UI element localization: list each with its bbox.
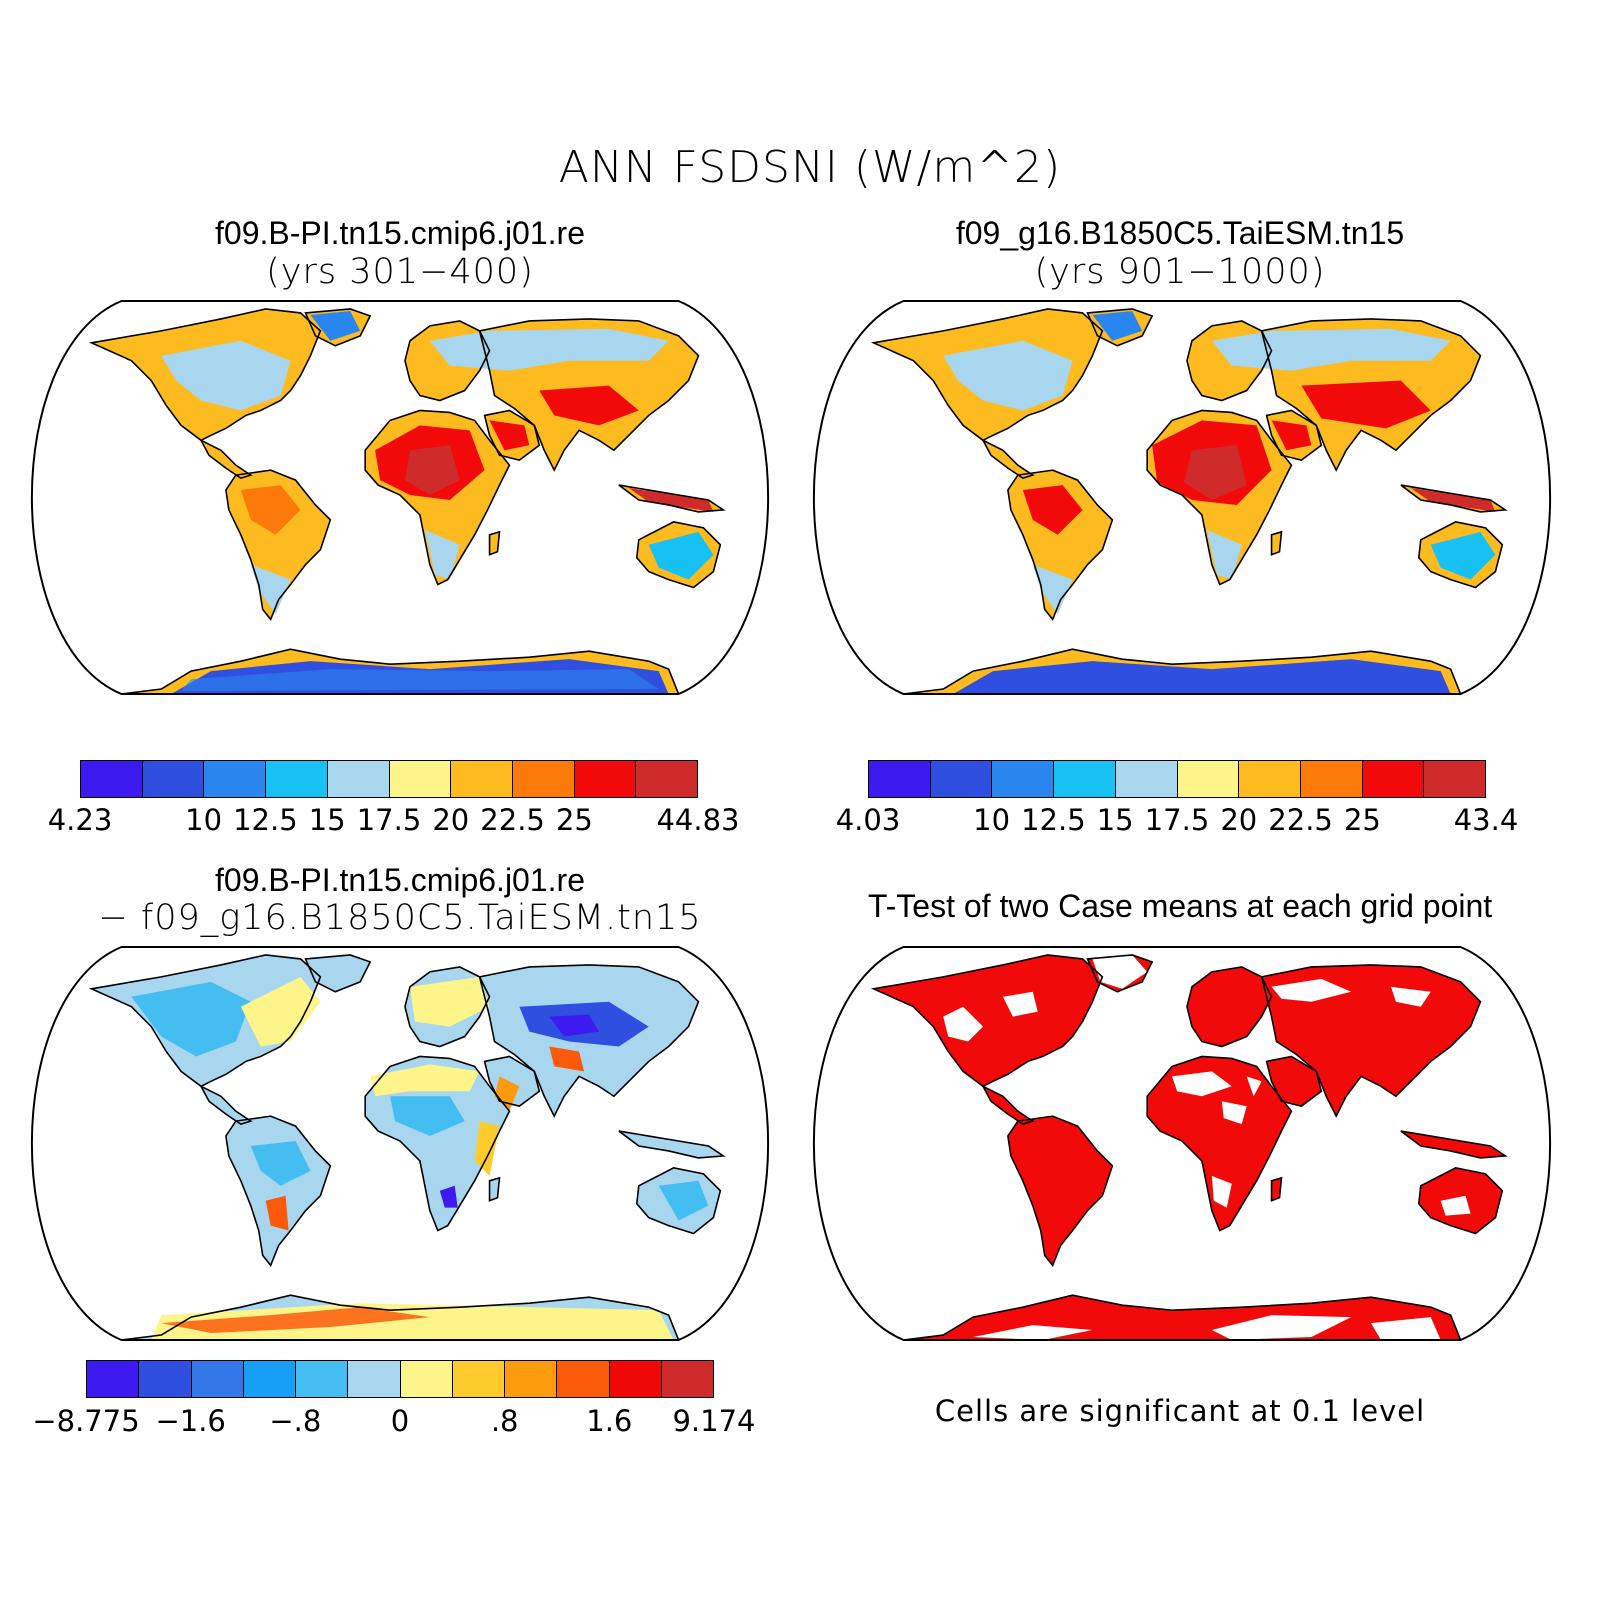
- colorbar-box: [1300, 761, 1363, 797]
- colorbar-box: [869, 761, 931, 797]
- colorbar-box: [1424, 761, 1486, 797]
- colorbar-tick-label: 17.5: [1144, 803, 1210, 837]
- colorbar-case1-labels: 4.23 10 12.5 15 17.5 20 22.5 25 44.83: [48, 803, 740, 839]
- panel2-subtitle: (yrs 901−1000): [1034, 252, 1326, 292]
- colorbar-box: [243, 1361, 296, 1397]
- colorbar-box: [400, 1361, 453, 1397]
- colorbar-box: [1362, 761, 1425, 797]
- colorbar-tick-label: 20: [432, 803, 470, 837]
- map-ttest: [812, 946, 1552, 1341]
- colorbar-box: [327, 761, 390, 797]
- colorbar-tick-label: 0: [390, 1404, 410, 1438]
- colorbar-difference-labels: −8.775 −1.6 −.8 0 .8 1.6 9.174: [32, 1404, 755, 1440]
- colorbar-box: [505, 1361, 558, 1397]
- colorbar-box: [139, 1361, 192, 1397]
- colorbar-tick-label: 10: [973, 803, 1011, 837]
- significance-note: Cells are significant at 0.1 level: [934, 1394, 1426, 1428]
- colorbar-box: [1054, 761, 1116, 797]
- colorbar-tick-label: 10: [185, 803, 223, 837]
- colorbar-tick-label: 4.03: [835, 803, 901, 837]
- colorbar-box: [266, 761, 328, 797]
- colorbar-box: [204, 761, 267, 797]
- colorbar-tick-label: 4.23: [47, 803, 113, 837]
- colorbar-box: [452, 1361, 505, 1397]
- panel1-subtitle: (yrs 301−400): [266, 252, 534, 292]
- colorbar-box: [296, 1361, 349, 1397]
- map-case1: [30, 300, 770, 695]
- colorbar-box: [1239, 761, 1301, 797]
- map-case2: [812, 300, 1552, 695]
- colorbar-tick-label: 22.5: [480, 803, 545, 837]
- colorbar-tick-label: 1.6: [586, 1404, 633, 1438]
- colorbar-tick-label: 12.5: [1021, 803, 1086, 837]
- colorbar-box: [142, 761, 205, 797]
- colorbar-tick-label: 43.4: [1453, 803, 1519, 837]
- colorbar-tick-label: 15: [308, 803, 346, 837]
- colorbar-tick-label: 9.174: [672, 1404, 756, 1438]
- colorbar-box: [1115, 761, 1178, 797]
- colorbar-tick-label: −1.6: [155, 1404, 226, 1438]
- panel4-title: T-Test of two Case means at each grid po…: [867, 888, 1493, 924]
- colorbar-box: [930, 761, 993, 797]
- colorbar-tick-label: 12.5: [233, 803, 298, 837]
- colorbar-box: [348, 1361, 401, 1397]
- colorbar-box: [1177, 761, 1240, 797]
- colorbar-box: [609, 1361, 662, 1397]
- colorbar-tick-label: 17.5: [356, 803, 422, 837]
- colorbar-box: [451, 761, 513, 797]
- colorbar-tick-label: 25: [1343, 803, 1381, 837]
- colorbar-tick-label: 20: [1220, 803, 1258, 837]
- colorbar-box: [992, 761, 1055, 797]
- colorbar-tick-label: −.8: [269, 1404, 322, 1438]
- colorbar-box: [389, 761, 452, 797]
- colorbar-case1: [80, 760, 698, 798]
- panel3-title: f09.B-PI.tn15.cmip6.j01.re: [215, 862, 585, 898]
- colorbar-tick-label: 25: [555, 803, 593, 837]
- figure-title: ANN FSDSNI (W/m^2): [558, 142, 1062, 193]
- colorbar-box: [81, 761, 143, 797]
- colorbar-difference: [86, 1360, 714, 1398]
- colorbar-box: [512, 761, 575, 797]
- colorbar-tick-label: 44.83: [656, 803, 740, 837]
- colorbar-box: [661, 1361, 713, 1397]
- colorbar-box: [557, 1361, 610, 1397]
- colorbar-case2-labels: 4.03 10 12.5 15 17.5 20 22.5 25 43.4: [836, 803, 1519, 839]
- colorbar-box: [574, 761, 637, 797]
- colorbar-box: [636, 761, 698, 797]
- colorbar-tick-label: 22.5: [1268, 803, 1333, 837]
- colorbar-box: [191, 1361, 244, 1397]
- colorbar-tick-label: .8: [490, 1404, 519, 1438]
- panel2-title: f09_g16.B1850C5.TaiESM.tn15: [955, 215, 1405, 251]
- panel3-subtitle: − f09_g16.B1850C5.TaiESM.tn15: [98, 898, 702, 938]
- panel1-title: f09.B-PI.tn15.cmip6.j01.re: [215, 215, 585, 251]
- colorbar-tick-label: 15: [1096, 803, 1134, 837]
- colorbar-box: [87, 1361, 140, 1397]
- colorbar-case2: [868, 760, 1486, 798]
- map-difference: [30, 946, 770, 1341]
- colorbar-tick-label: −8.775: [32, 1404, 140, 1438]
